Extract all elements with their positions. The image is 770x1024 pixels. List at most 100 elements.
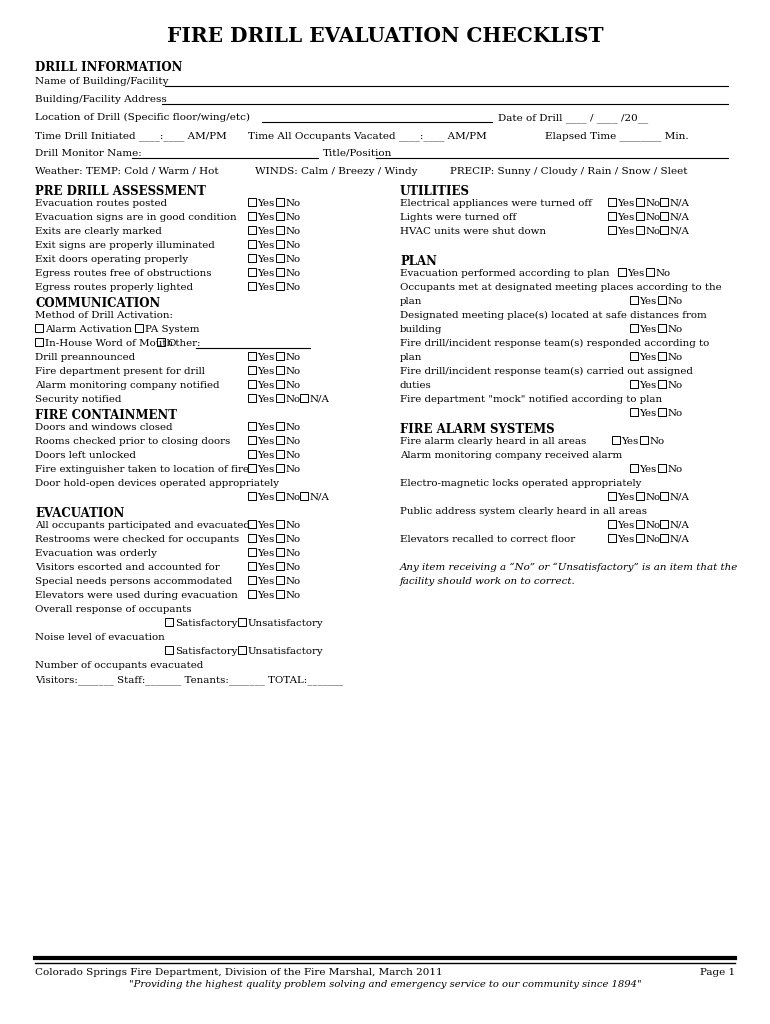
Text: No: No xyxy=(285,451,300,460)
Bar xyxy=(248,198,256,206)
Text: Yes: Yes xyxy=(639,325,656,334)
Bar xyxy=(248,212,256,219)
Text: Doors and windows closed: Doors and windows closed xyxy=(35,423,172,432)
Bar xyxy=(608,534,615,542)
Bar xyxy=(630,408,638,416)
Bar xyxy=(636,226,644,233)
Text: Other:: Other: xyxy=(167,339,200,348)
Text: Public address system clearly heard in all areas: Public address system clearly heard in a… xyxy=(400,507,647,516)
Text: No: No xyxy=(667,409,682,418)
Bar xyxy=(636,492,644,500)
Text: No: No xyxy=(285,367,300,376)
Bar xyxy=(630,296,638,303)
Bar xyxy=(238,646,246,653)
Bar xyxy=(248,436,256,443)
Text: Evacuation was orderly: Evacuation was orderly xyxy=(35,549,157,558)
Text: Yes: Yes xyxy=(257,423,274,432)
Bar xyxy=(630,324,638,332)
Text: Yes: Yes xyxy=(257,465,274,474)
Bar xyxy=(157,338,165,345)
Text: Yes: Yes xyxy=(257,381,274,390)
Text: Yes: Yes xyxy=(257,199,274,208)
Bar xyxy=(248,268,256,275)
Text: N/A: N/A xyxy=(309,493,329,502)
Bar xyxy=(608,226,615,233)
Bar xyxy=(660,520,668,527)
Bar xyxy=(165,646,172,653)
Bar xyxy=(276,492,283,500)
Text: Any item receiving a “No” or “Unsatisfactory” is an item that the: Any item receiving a “No” or “Unsatisfac… xyxy=(400,563,738,572)
Text: N/A: N/A xyxy=(669,213,689,222)
Text: WINDS: Calm / Breezy / Windy: WINDS: Calm / Breezy / Windy xyxy=(255,167,417,176)
Text: No: No xyxy=(645,213,660,222)
Text: Yes: Yes xyxy=(617,521,634,530)
Bar xyxy=(608,520,615,527)
Bar xyxy=(658,380,665,387)
Text: Yes: Yes xyxy=(257,535,274,544)
Bar xyxy=(276,394,283,401)
Bar xyxy=(248,492,256,500)
Text: DRILL INFORMATION: DRILL INFORMATION xyxy=(35,61,182,74)
Text: Fire drill/incident response team(s) responded according to: Fire drill/incident response team(s) res… xyxy=(400,339,709,348)
Text: Yes: Yes xyxy=(617,493,634,502)
Bar xyxy=(248,240,256,248)
Bar xyxy=(248,464,256,471)
Text: Number of occupants evacuated: Number of occupants evacuated xyxy=(35,662,203,670)
Text: PRECIP: Sunny / Cloudy / Rain / Snow / Sleet: PRECIP: Sunny / Cloudy / Rain / Snow / S… xyxy=(450,167,688,176)
Text: Weather: TEMP: Cold / Warm / Hot: Weather: TEMP: Cold / Warm / Hot xyxy=(35,167,219,176)
Text: plan: plan xyxy=(400,297,423,306)
Text: Yes: Yes xyxy=(617,199,634,208)
Text: Yes: Yes xyxy=(257,591,274,600)
Text: Visitors escorted and accounted for: Visitors escorted and accounted for xyxy=(35,563,219,572)
Bar xyxy=(248,352,256,359)
Text: Alarm monitoring company notified: Alarm monitoring company notified xyxy=(35,381,219,390)
Text: Electrical appliances were turned off: Electrical appliances were turned off xyxy=(400,199,592,208)
Text: Yes: Yes xyxy=(257,269,274,278)
Text: Yes: Yes xyxy=(639,465,656,474)
Bar xyxy=(276,590,283,597)
Text: No: No xyxy=(285,591,300,600)
Text: No: No xyxy=(285,199,300,208)
Text: Method of Drill Activation:: Method of Drill Activation: xyxy=(35,311,173,319)
Bar xyxy=(248,366,256,374)
Bar xyxy=(640,436,648,443)
Bar xyxy=(618,268,625,275)
Bar xyxy=(658,408,665,416)
Text: Yes: Yes xyxy=(639,297,656,306)
Bar xyxy=(636,520,644,527)
Text: Drill Monitor Name:: Drill Monitor Name: xyxy=(35,150,142,158)
Text: building: building xyxy=(400,325,443,334)
Bar xyxy=(35,324,42,332)
Bar xyxy=(608,198,615,206)
Text: No: No xyxy=(285,227,300,236)
Bar xyxy=(276,436,283,443)
Text: Yes: Yes xyxy=(639,381,656,390)
Bar xyxy=(276,562,283,569)
Text: FIRE ALARM SYSTEMS: FIRE ALARM SYSTEMS xyxy=(400,423,554,436)
Bar xyxy=(276,240,283,248)
Text: No: No xyxy=(667,465,682,474)
Bar xyxy=(636,534,644,542)
Text: Overall response of occupants: Overall response of occupants xyxy=(35,605,192,614)
Text: No: No xyxy=(645,521,660,530)
Bar xyxy=(276,380,283,387)
Bar xyxy=(612,436,620,443)
Bar xyxy=(248,520,256,527)
Text: EVACUATION: EVACUATION xyxy=(35,507,125,520)
Bar xyxy=(276,534,283,542)
Bar xyxy=(248,562,256,569)
Text: Designated meeting place(s) located at safe distances from: Designated meeting place(s) located at s… xyxy=(400,311,707,321)
Text: "Providing the highest quality problem solving and emergency service to our comm: "Providing the highest quality problem s… xyxy=(129,980,641,989)
Text: Location of Drill (Specific floor/wing/etc): Location of Drill (Specific floor/wing/e… xyxy=(35,113,250,122)
Text: UTILITIES: UTILITIES xyxy=(400,185,470,198)
Text: Yes: Yes xyxy=(257,255,274,264)
Text: N/A: N/A xyxy=(669,227,689,236)
Text: Fire alarm clearly heard in all areas: Fire alarm clearly heard in all areas xyxy=(400,437,586,446)
Text: Yes: Yes xyxy=(257,241,274,250)
Text: No: No xyxy=(645,535,660,544)
Text: Yes: Yes xyxy=(257,395,274,404)
Text: Yes: Yes xyxy=(617,213,634,222)
Bar xyxy=(660,226,668,233)
Text: Yes: Yes xyxy=(257,549,274,558)
Text: COMMUNICATION: COMMUNICATION xyxy=(35,297,160,310)
